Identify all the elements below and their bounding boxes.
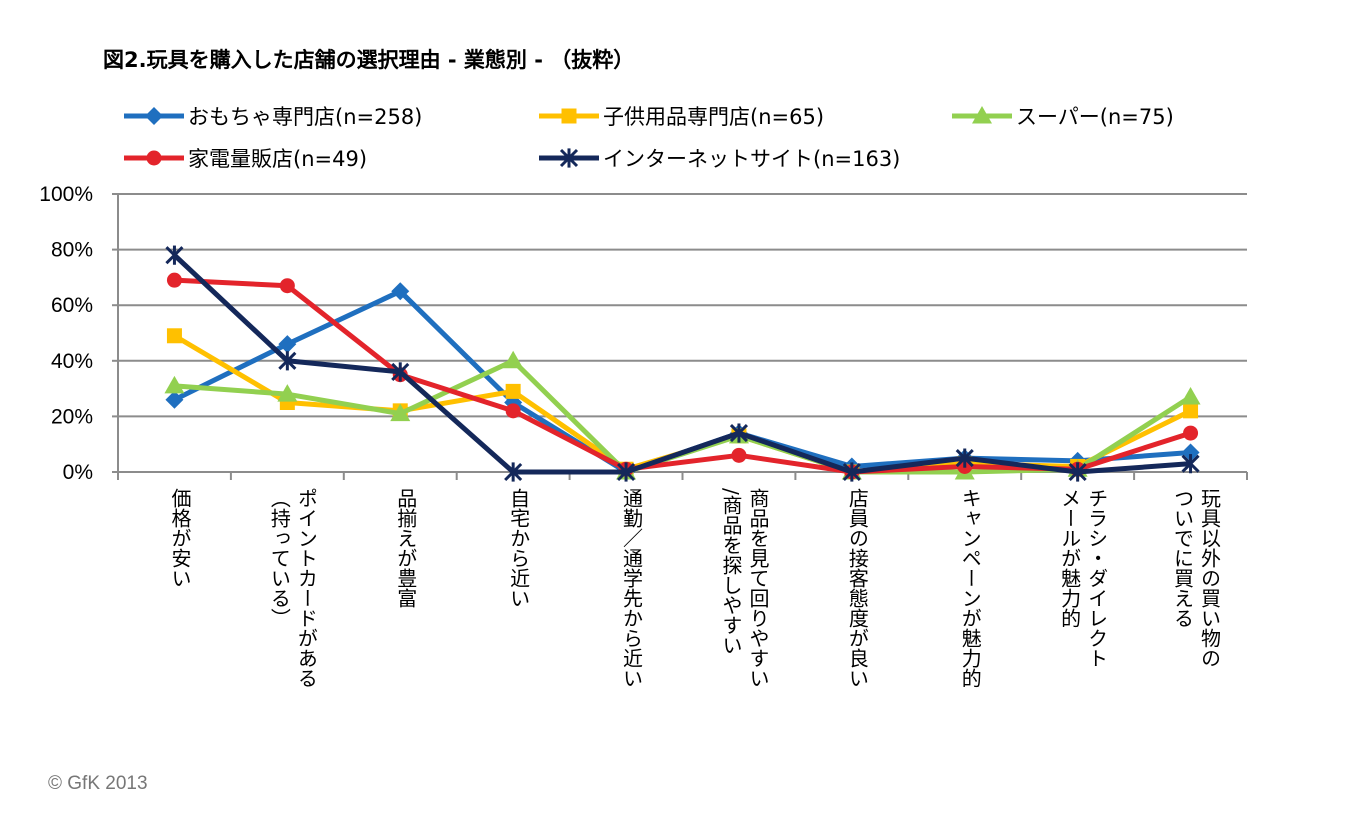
x-category-label: 通勤／通学先から近い	[618, 488, 645, 808]
series-4	[165, 245, 1200, 482]
data-point	[505, 383, 521, 399]
data-point	[391, 362, 410, 382]
legend-label: おもちゃ専門店(n=258)	[188, 105, 423, 129]
legend-item: 子供用品専門店(n=65)	[537, 101, 824, 131]
legend-swatch	[952, 106, 1012, 124]
x-category-label: 品揃えが豊富	[392, 488, 419, 808]
y-tick-label: 60%	[51, 294, 93, 317]
legend-swatch-marker	[146, 150, 162, 166]
data-point	[164, 375, 185, 394]
legend-label: 家電量販店(n=49)	[188, 147, 368, 171]
x-category-label: 商品を見て回りやすい/商品を探しやすい	[717, 488, 771, 808]
x-category-label-line: 自宅から近い	[506, 488, 531, 608]
data-point	[842, 462, 861, 482]
x-category-label-line: 品揃えが豊富	[393, 488, 418, 608]
x-category-label-line: 通勤／通学先から近い	[619, 488, 644, 688]
legend-swatch-marker	[145, 107, 163, 125]
data-point	[504, 462, 523, 482]
x-category-label: ポイントカードがある （持っている）	[265, 488, 319, 808]
x-category-label: 玩具以外の買い物の ついでに買える	[1169, 488, 1223, 808]
data-point	[616, 462, 636, 482]
x-category-label-line: ついでに買える	[1170, 488, 1195, 628]
x-category-label: 価格が安い	[166, 488, 193, 808]
x-category-label-line: 価格が安い	[167, 488, 192, 588]
legend-swatch	[539, 148, 599, 168]
y-tick-label: 40%	[51, 350, 93, 373]
data-point	[165, 245, 184, 265]
data-point	[1183, 403, 1199, 419]
legend-swatch	[124, 107, 184, 125]
legend-swatch-marker	[559, 148, 579, 168]
data-point	[729, 423, 749, 443]
copyright-notice: © GfK 2013	[48, 773, 148, 794]
data-point	[390, 403, 411, 422]
legend-swatch-marker	[972, 106, 992, 124]
x-category-label-line: ポイントカードがある	[294, 488, 319, 688]
data-point	[165, 390, 184, 409]
series-line	[174, 277, 1192, 475]
x-category-label: チラシ・ダイレクト メールが魅力的	[1056, 488, 1110, 808]
y-tick-label: 100%	[39, 183, 93, 206]
data-point	[166, 328, 182, 344]
x-category-label: 店員の接客態度が良い	[843, 488, 870, 808]
x-category-label-line: 店員の接客態度が良い	[845, 488, 870, 688]
x-category-label-line: チラシ・ダイレクト	[1084, 488, 1109, 668]
series-1	[166, 328, 1199, 480]
x-category-label-line: メールが魅力的	[1057, 488, 1082, 628]
data-point	[955, 448, 974, 468]
data-point	[277, 384, 298, 402]
legend-item: 家電量販店(n=49)	[122, 143, 367, 173]
legend-swatch-marker	[561, 108, 577, 124]
x-category-label-line: （持っている）	[267, 488, 292, 628]
data-point	[391, 282, 410, 301]
legend-swatch	[124, 150, 184, 166]
data-point	[1181, 454, 1200, 474]
legend-label: インターネットサイト(n=163)	[603, 147, 901, 171]
data-point	[166, 272, 182, 288]
data-point	[505, 403, 521, 419]
x-category-label: 自宅から近い	[505, 488, 532, 808]
chart-title: 図2.玩具を購入した店舗の選択理由 - 業態別 - （抜粋）	[103, 48, 635, 72]
y-tick-label: 80%	[51, 239, 93, 262]
data-point	[1068, 462, 1087, 482]
data-point	[278, 351, 297, 371]
legend-label: 子供用品専門店(n=65)	[603, 105, 825, 129]
legend-label: スーパー(n=75)	[1016, 105, 1174, 129]
series-3	[166, 272, 1199, 480]
data-point	[503, 350, 524, 369]
data-point	[731, 447, 747, 463]
legend-item: おもちゃ専門店(n=258)	[122, 101, 422, 131]
series-line	[172, 253, 1191, 475]
data-point	[278, 335, 297, 354]
data-point	[1180, 386, 1201, 405]
data-point	[1183, 425, 1199, 441]
x-category-label-line: /商品を探しやすい	[718, 488, 743, 655]
y-tick-label: 20%	[51, 405, 93, 428]
x-category-label-line: 商品を見て回りやすい	[745, 488, 770, 688]
x-category-label: キャンペーンが魅力的	[956, 488, 983, 808]
data-point	[279, 278, 295, 294]
legend-swatch	[539, 108, 599, 124]
y-tick-label: 0%	[63, 461, 93, 484]
x-category-label-line: 玩具以外の買い物の	[1197, 488, 1222, 668]
x-category-label-line: キャンペーンが魅力的	[958, 488, 983, 688]
legend: おもちゃ専門店(n=258) 子供用品専門店(n=65) スーパー(n=75) 家電量…	[0, 0, 1365, 190]
legend-item: スーパー(n=75)	[950, 101, 1174, 131]
legend-item: インターネットサイト(n=163)	[537, 143, 900, 173]
